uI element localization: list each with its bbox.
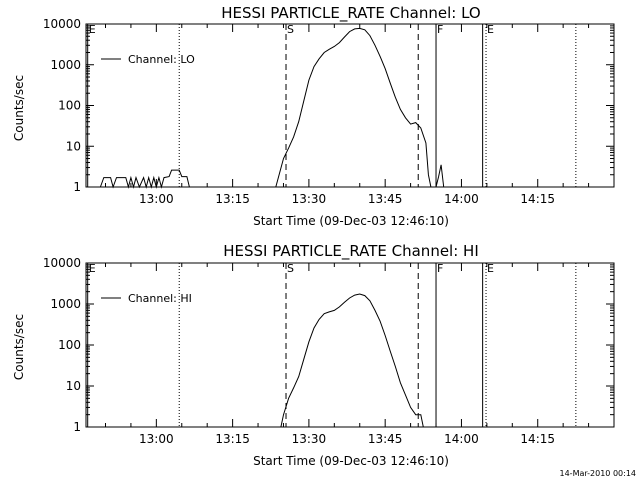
time-marker-label: F <box>437 262 443 275</box>
chart-title: HESSI PARTICLE_RATE Channel: LO <box>221 4 480 23</box>
time-marker-label: E <box>89 262 96 275</box>
series-line <box>275 27 432 188</box>
chart-title: HESSI PARTICLE_RATE Channel: HI <box>223 242 479 261</box>
x-axis-label: Start Time (09-Dec-03 12:46:10) <box>253 454 449 468</box>
x-tick-label: 14:00 <box>444 192 479 206</box>
y-tick-label: 1 <box>73 420 81 434</box>
timestamp: 14-Mar-2010 00:14 <box>560 469 637 478</box>
x-axis-label: Start Time (09-Dec-03 12:46:10) <box>253 214 449 228</box>
y-tick-label: 100 <box>58 338 81 352</box>
x-tick-label: 13:45 <box>368 432 403 446</box>
x-tick-label: 14:00 <box>444 432 479 446</box>
x-tick-label: 13:45 <box>368 192 403 206</box>
y-tick-label: 10 <box>66 139 81 153</box>
time-marker-label: E <box>487 23 494 36</box>
y-axis-label: Counts/sec <box>12 314 26 380</box>
y-tick-label: 10 <box>66 379 81 393</box>
time-marker-label: S <box>287 23 294 36</box>
y-tick-label: 10000 <box>43 17 81 31</box>
plot-frame <box>85 23 615 188</box>
chart-panel-hi: HESSI PARTICLE_RATE Channel: HI Start Ti… <box>12 242 615 468</box>
time-marker-label: E <box>89 23 96 36</box>
plot-frame <box>85 262 615 428</box>
y-tick-label: 1000 <box>50 297 81 311</box>
chart-panel-lo: HESSI PARTICLE_RATE Channel: LO Start Ti… <box>12 4 615 228</box>
y-tick-label: 10000 <box>43 256 81 270</box>
series-line <box>435 164 445 188</box>
y-tick-label: 1 <box>73 180 81 194</box>
x-tick-label: 13:30 <box>292 432 327 446</box>
x-tick-label: 13:15 <box>215 432 250 446</box>
y-tick-label: 1000 <box>50 58 81 72</box>
time-marker-label: S <box>287 262 294 275</box>
legend-label: Channel: HI <box>128 292 192 305</box>
x-tick-label: 13:15 <box>215 192 250 206</box>
time-marker-label: F <box>437 23 443 36</box>
x-tick-label: 14:15 <box>520 192 555 206</box>
time-marker-label: E <box>487 262 494 275</box>
y-tick-label: 100 <box>58 99 81 113</box>
series-line <box>280 293 424 428</box>
series-line <box>99 169 190 189</box>
x-tick-label: 13:30 <box>292 192 327 206</box>
y-axis-label: Counts/sec <box>12 75 26 141</box>
legend-label: Channel: LO <box>128 53 195 66</box>
x-tick-label: 13:00 <box>139 432 174 446</box>
x-tick-label: 14:15 <box>520 432 555 446</box>
x-tick-label: 13:00 <box>139 192 174 206</box>
